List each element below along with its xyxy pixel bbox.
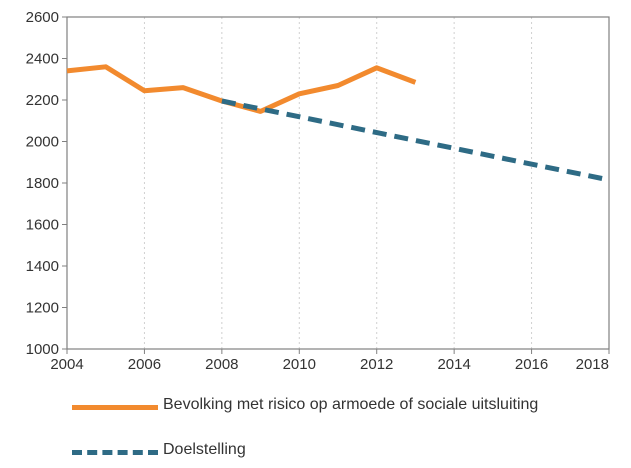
series-line-population [66,64,417,114]
x-tick-label-2010: 2010 [283,356,316,373]
legend-label-target: Doelstelling [163,441,246,458]
plot-frame [66,16,610,350]
legend-swatch-population [72,405,158,410]
x-tick-label-2018: 2018 [576,356,609,373]
y-tick-label-2200: 2200 [26,92,59,109]
y-tick-label-1600: 1600 [26,217,59,234]
x-tick-label-2016: 2016 [515,356,548,373]
y-axis-ticks: 1000 1200 1400 1600 1800 2000 2200 2400 2600 [26,9,67,358]
x-tick-label-2004: 2004 [50,356,83,373]
legend-item-population: Bevolking met risico op armoede of socia… [0,392,631,422]
x-axis-ticks: 2004 2006 2008 2010 2012 2014 2016 2018 [50,349,610,373]
series-layer [66,64,610,183]
legend-item-target: Doelstelling [0,437,631,467]
y-tick-label-1800: 1800 [26,175,59,192]
y-tick-label-2000: 2000 [26,134,59,151]
x-tick-label-2008: 2008 [205,356,238,373]
legend-swatch-target [72,450,158,455]
y-tick-label-1000: 1000 [26,341,59,358]
y-tick-label-2600: 2600 [26,9,59,26]
legend-label-population: Bevolking met risico op armoede of socia… [163,396,539,413]
series-line-target [221,98,610,183]
x-tick-label-2006: 2006 [128,356,161,373]
y-tick-label-1400: 1400 [26,258,59,275]
y-tick-label-1200: 1200 [26,300,59,317]
y-tick-label-2400: 2400 [26,51,59,68]
x-tick-label-2012: 2012 [360,356,393,373]
grid-layer [143,17,533,349]
x-tick-label-2014: 2014 [437,356,470,373]
